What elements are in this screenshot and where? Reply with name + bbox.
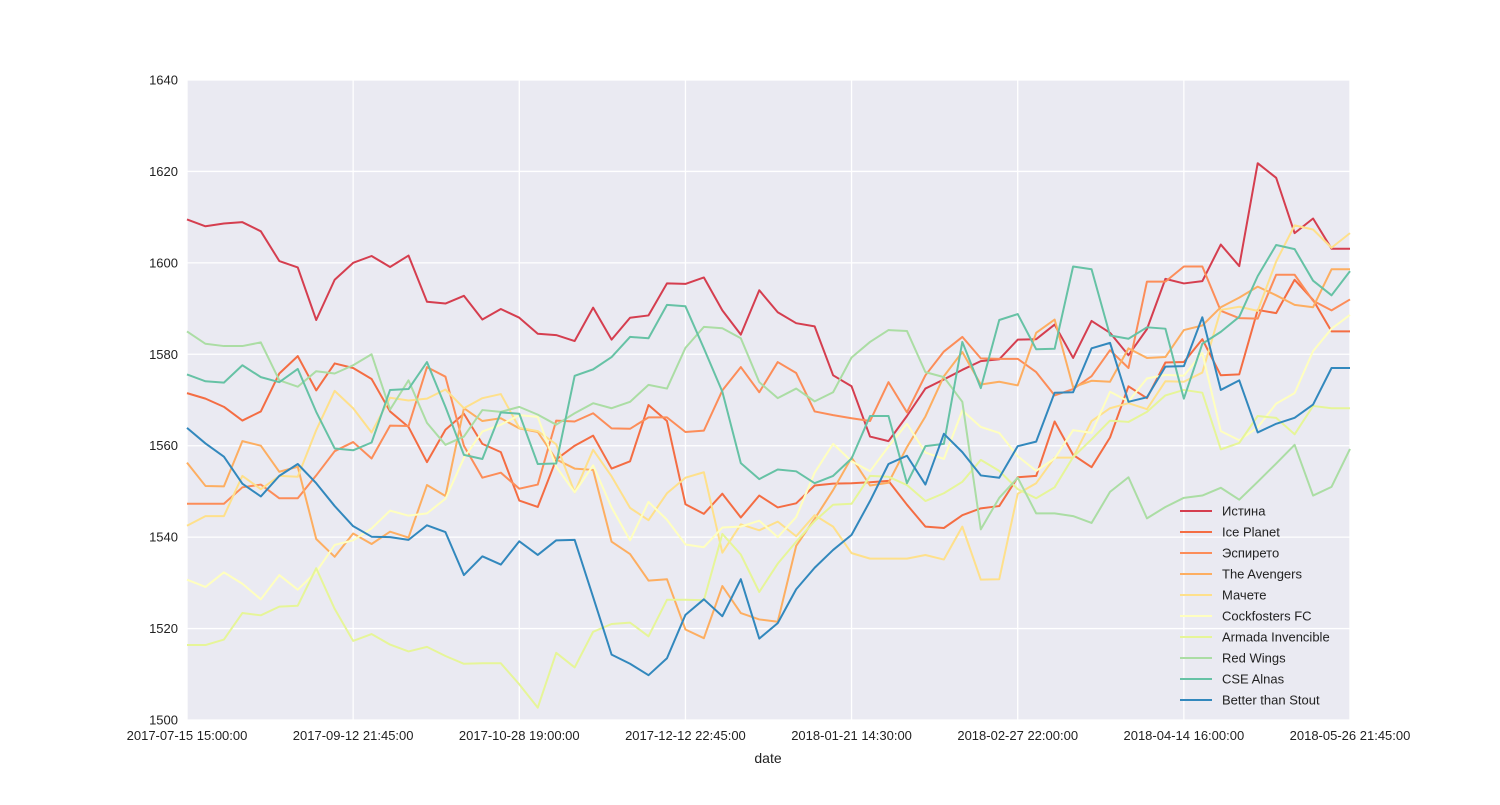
legend-entry-label: Ice Planet — [1222, 525, 1280, 540]
series-line — [186, 162, 1350, 443]
series-line — [186, 314, 1351, 601]
series-line — [186, 244, 1351, 485]
y-tick-label: 1640 — [149, 73, 178, 88]
legend-entry-label: Armada Invencible — [1222, 630, 1330, 645]
y-axis-ticks: 1500 1520 1540 1560 1580 1600 1620 1640 — [149, 73, 178, 728]
x-tick-label: 2018-04-14 16:00:00 — [1123, 728, 1244, 743]
legend-entry-label: Cockfosters FC — [1222, 609, 1312, 624]
x-tick-label: 2018-01-21 14:30:00 — [791, 728, 912, 743]
x-tick-label: 2018-05-26 21:45:00 — [1290, 728, 1411, 743]
legend-entry-label: Истина — [1222, 504, 1266, 519]
series-line — [186, 325, 1351, 531]
legend-entry-label: Мачете — [1222, 588, 1267, 603]
series-line — [187, 265, 1351, 505]
grid-lines — [186, 79, 1351, 721]
legend: Истина Ice Planet Эспирето The Avengers Маче… — [1180, 504, 1330, 708]
x-tick-label: 2017-09-12 21:45:00 — [293, 728, 414, 743]
y-tick-label: 1560 — [149, 438, 178, 453]
y-tick-label: 1580 — [149, 347, 178, 362]
y-tick-label: 1520 — [149, 621, 178, 636]
legend-entry-label: CSE Alnas — [1222, 672, 1285, 687]
y-tick-label: 1600 — [149, 255, 178, 270]
y-tick-label: 1500 — [149, 713, 178, 728]
series-line — [186, 316, 1350, 677]
x-axis-title: date — [754, 750, 781, 766]
legend-entry-label: Эспирето — [1222, 546, 1279, 561]
series-lines — [186, 162, 1351, 709]
legend-entry-label: The Avengers — [1222, 567, 1302, 582]
x-axis-ticks: 2017-07-15 15:00:00 2017-09-12 21:45:00 20… — [127, 728, 1411, 743]
legend-entry-label: Better than Stout — [1222, 693, 1320, 708]
x-tick-label: 2017-07-15 15:00:00 — [127, 728, 248, 743]
legend-entry-label: Red Wings — [1222, 651, 1286, 666]
x-tick-label: 2018-02-27 22:00:00 — [957, 728, 1078, 743]
plot-area-background — [187, 80, 1350, 720]
x-tick-label: 2017-12-12 22:45:00 — [625, 728, 746, 743]
y-tick-label: 1540 — [149, 530, 178, 545]
series-line — [187, 388, 1350, 709]
x-tick-label: 2017-10-28 19:00:00 — [459, 728, 580, 743]
y-tick-label: 1620 — [149, 164, 178, 179]
